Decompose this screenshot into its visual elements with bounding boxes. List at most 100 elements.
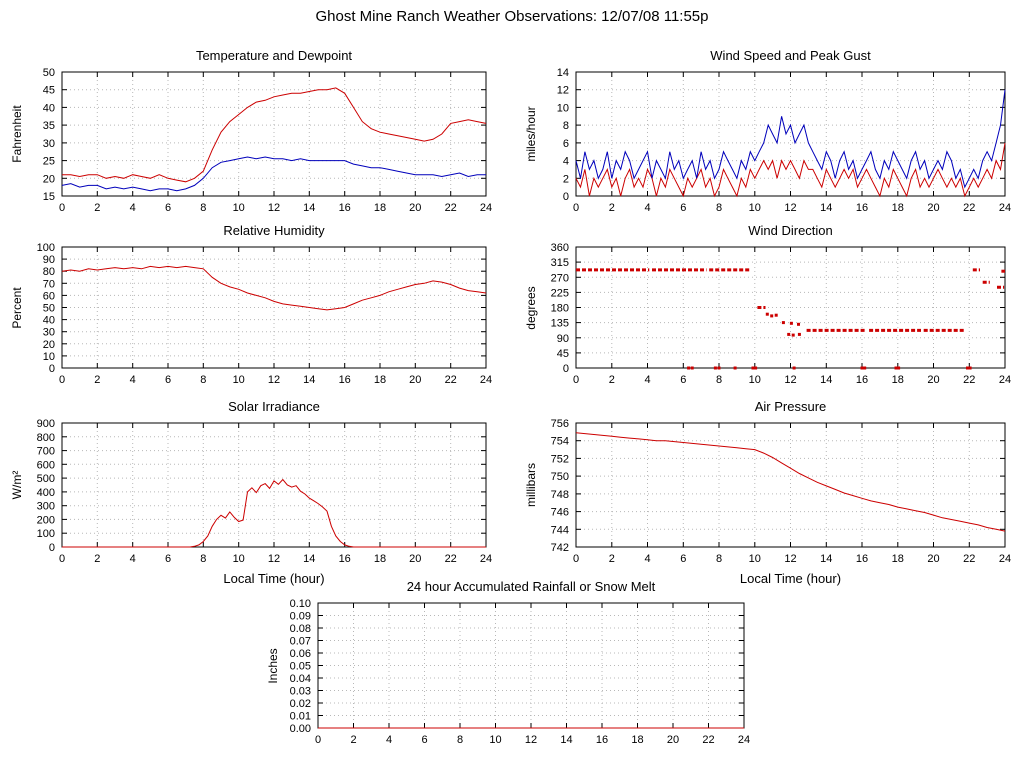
svg-text:4: 4 [644,202,650,214]
svg-text:6: 6 [680,202,686,214]
svg-text:20: 20 [43,173,55,185]
svg-text:746: 746 [551,507,569,519]
svg-text:18: 18 [892,202,904,214]
svg-text:25: 25 [43,156,55,168]
plot-area: 0 2 4 6 8 10 12 14 16 18 20 22 240102030405060708090… [37,242,492,386]
svg-text:90: 90 [43,254,55,266]
chart-title: 24 hour Accumulated Rainfall or Snow Mel… [406,579,656,594]
svg-text:600: 600 [37,459,55,471]
svg-text:24: 24 [480,202,492,214]
svg-text:2: 2 [350,734,356,746]
svg-text:12: 12 [525,734,537,746]
chart-title: Wind Direction [748,223,833,238]
svg-text:14: 14 [303,374,315,386]
svg-text:16: 16 [339,374,351,386]
svg-text:14: 14 [820,374,832,386]
svg-text:16: 16 [339,553,351,565]
svg-text:16: 16 [856,374,868,386]
svg-text:315: 315 [551,257,569,269]
svg-text:8: 8 [457,734,463,746]
svg-text:0: 0 [573,553,579,565]
svg-text:4: 4 [386,734,392,746]
svg-text:30: 30 [43,327,55,339]
svg-text:80: 80 [43,266,55,278]
svg-text:0: 0 [563,191,569,203]
plot-area: 0 2 4 6 8 10 12 14 16 18 20 22 240459013518022527031… [551,242,1011,386]
svg-text:16: 16 [856,202,868,214]
svg-text:4: 4 [130,553,136,565]
svg-text:0: 0 [59,374,65,386]
svg-text:0: 0 [315,734,321,746]
svg-text:22: 22 [963,374,975,386]
svg-text:500: 500 [37,473,55,485]
svg-text:60: 60 [43,290,55,302]
svg-text:18: 18 [374,202,386,214]
svg-text:30: 30 [43,138,55,150]
svg-text:10: 10 [233,553,245,565]
svg-text:18: 18 [374,374,386,386]
svg-text:14: 14 [303,553,315,565]
chart-relative-humidity: Relative Humidity Percent 0 2 4 6 8 10 12 14 16 1… [0,215,512,391]
svg-text:10: 10 [233,202,245,214]
page-title: Ghost Mine Ranch Weather Observations: 1… [315,8,709,25]
svg-text:270: 270 [551,272,569,284]
svg-text:18: 18 [892,553,904,565]
svg-text:0.02: 0.02 [290,698,311,710]
svg-text:900: 900 [37,418,55,430]
svg-text:0: 0 [573,202,579,214]
svg-text:800: 800 [37,432,55,444]
svg-text:22: 22 [445,553,457,565]
svg-text:24: 24 [480,374,492,386]
svg-text:8: 8 [716,202,722,214]
chart-title: Wind Speed and Peak Gust [710,48,871,63]
svg-text:0.03: 0.03 [290,686,311,698]
svg-text:40: 40 [43,102,55,114]
svg-text:2: 2 [609,374,615,386]
svg-text:12: 12 [784,553,796,565]
svg-text:4: 4 [130,202,136,214]
svg-text:742: 742 [551,542,569,554]
svg-text:16: 16 [856,553,868,565]
svg-text:22: 22 [963,202,975,214]
svg-text:0.07: 0.07 [290,636,311,648]
svg-text:8: 8 [200,374,206,386]
svg-text:100: 100 [37,528,55,540]
svg-text:8: 8 [200,202,206,214]
svg-text:752: 752 [551,453,569,465]
x-axis-label: Local Time (hour) [223,571,325,586]
svg-text:20: 20 [927,202,939,214]
svg-text:8: 8 [563,120,569,132]
svg-text:6: 6 [165,202,171,214]
svg-text:6: 6 [563,138,569,150]
svg-text:70: 70 [43,278,55,290]
svg-text:2: 2 [609,202,615,214]
svg-text:10: 10 [557,102,569,114]
svg-text:12: 12 [268,374,280,386]
svg-text:4: 4 [644,553,650,565]
svg-text:14: 14 [560,734,572,746]
svg-text:20: 20 [927,553,939,565]
svg-text:12: 12 [268,553,280,565]
svg-text:10: 10 [749,202,761,214]
chart-title: Relative Humidity [223,223,325,238]
svg-text:10: 10 [749,553,761,565]
chart-rainfall: 24 hour Accumulated Rainfall or Snow Mel… [256,579,768,768]
svg-text:0: 0 [49,542,55,554]
svg-text:24: 24 [738,734,750,746]
chart-air-pressure: Air Pressure millibars Local Time (hour)… [512,391,1024,591]
svg-text:2: 2 [94,202,100,214]
svg-text:45: 45 [43,85,55,97]
svg-text:20: 20 [927,374,939,386]
chart-title: Temperature and Dewpoint [195,48,353,63]
svg-text:360: 360 [551,242,569,254]
svg-text:24: 24 [999,374,1011,386]
svg-text:6: 6 [421,734,427,746]
svg-text:14: 14 [820,553,832,565]
plot-area: 0 2 4 6 8 10 12 14 16 18 20 22 240100200300400500600… [37,418,492,565]
chart-solar-irradiance: Solar Irradiance W/m² Local Time (hour) … [0,391,512,591]
svg-text:4: 4 [644,374,650,386]
svg-text:4: 4 [563,156,569,168]
svg-text:24: 24 [480,553,492,565]
